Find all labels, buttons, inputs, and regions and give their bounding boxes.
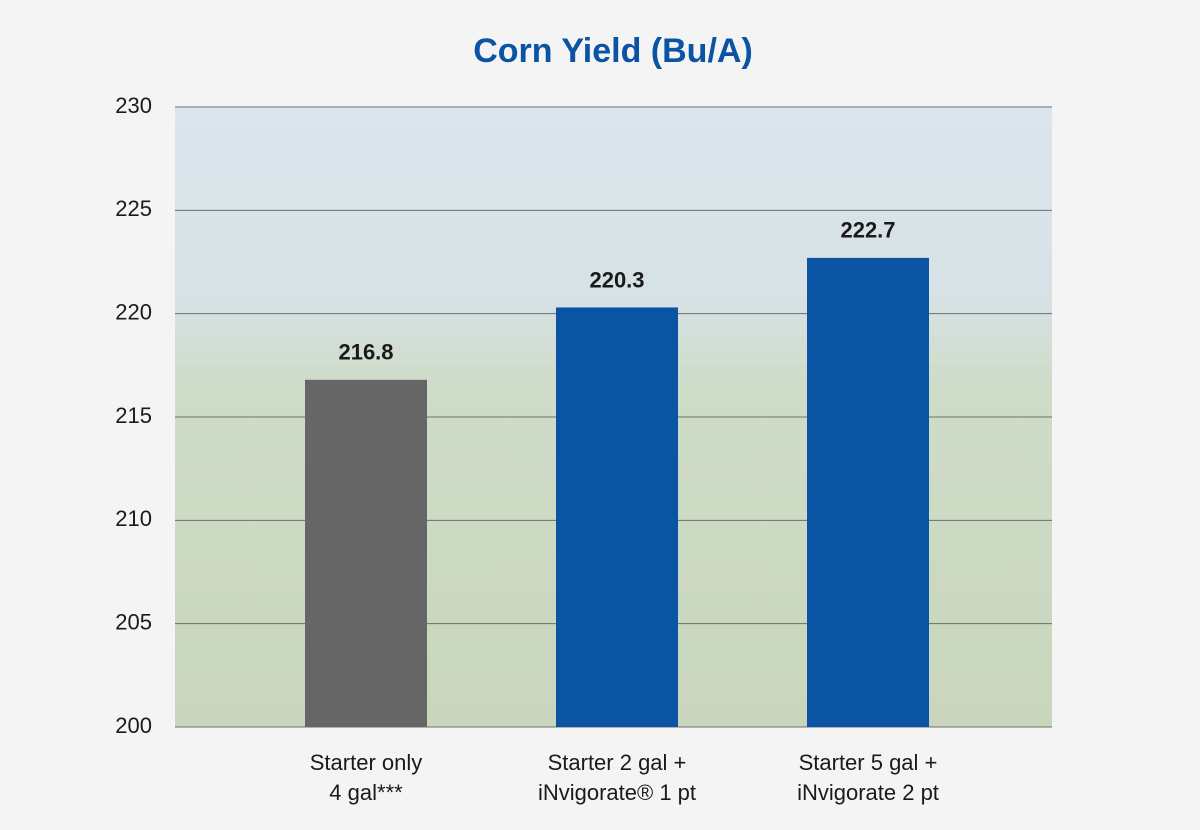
x-tick-label: 4 gal*** [329,780,403,805]
y-tick-label: 205 [115,609,152,634]
chart-title: Corn Yield (Bu/A) [473,32,753,70]
x-tick-label: Starter 5 gal + [799,750,938,775]
bar [556,307,678,727]
x-tick-label: iNvigorate® 1 pt [538,780,696,805]
x-tick-label: Starter only [310,750,423,775]
value-label: 216.8 [338,340,393,365]
y-tick-label: 210 [115,506,152,531]
y-tick-label: 230 [115,93,152,118]
value-label: 222.7 [840,218,895,243]
bar [305,379,427,727]
y-tick-label: 200 [115,713,152,738]
value-label: 220.3 [589,267,644,292]
bar [807,257,929,727]
y-tick-label: 215 [115,403,152,428]
y-tick-label: 220 [115,299,152,324]
x-tick-label: Starter 2 gal + [548,750,687,775]
x-tick-label: iNvigorate 2 pt [797,780,939,805]
y-tick-label: 225 [115,196,152,221]
